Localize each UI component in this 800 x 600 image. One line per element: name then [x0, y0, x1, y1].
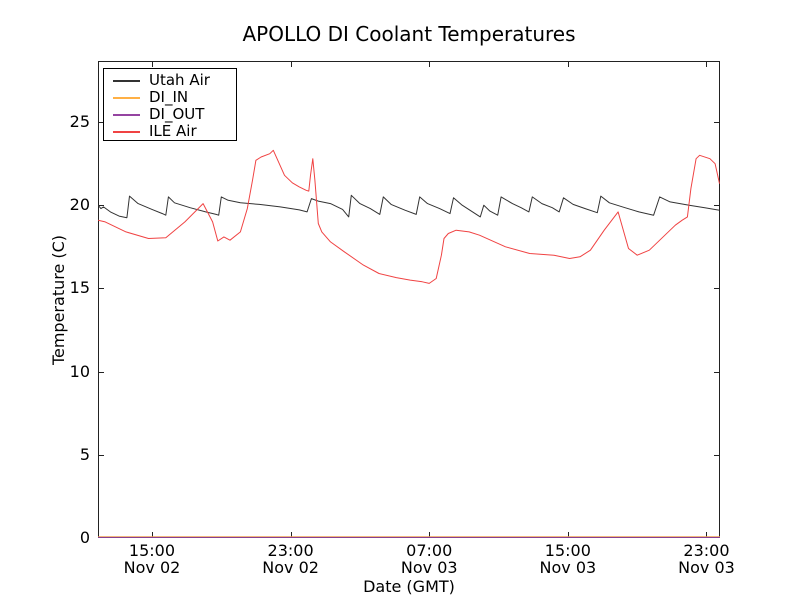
x-axis-label: Date (GMT) — [363, 577, 455, 596]
series-line-utah-air — [98, 194, 720, 219]
legend-item: DI_IN — [104, 89, 236, 106]
legend-item: Utah Air — [104, 72, 236, 89]
legend-label: DI_OUT — [149, 105, 205, 123]
x-tick-time: 15:00 — [128, 541, 176, 560]
x-tick-time: 15:00 — [544, 541, 591, 560]
x-tick-label: 15:00 Nov 03 — [520, 542, 616, 576]
legend-item: DI_OUT — [104, 106, 236, 123]
x-tick-time: 07:00 — [406, 541, 453, 560]
y-tick-label: 20 — [69, 195, 90, 215]
legend: Utah Air DI_IN DI_OUT ILE Air — [103, 68, 237, 141]
y-tick-label: 15 — [69, 278, 90, 298]
x-tick-label: 23:00 Nov 03 — [658, 542, 754, 576]
x-tick-date: Nov 03 — [539, 558, 597, 577]
y-tick-label: 25 — [69, 112, 90, 132]
x-tick-label: 23:00 Nov 02 — [243, 542, 339, 576]
chart-title: APOLLO DI Coolant Temperatures — [242, 22, 576, 46]
x-tick-date: Nov 02 — [262, 558, 319, 577]
legend-line-swatch — [113, 79, 140, 82]
y-tick-label: 10 — [69, 361, 90, 381]
series-line-ile-air — [98, 149, 720, 284]
x-tick-date: Nov 02 — [123, 558, 181, 577]
legend-label: DI_IN — [149, 88, 189, 106]
x-tick-date: Nov 03 — [400, 558, 458, 577]
plot-area — [98, 61, 720, 538]
legend-item: ILE Air — [104, 123, 236, 140]
x-tick-label: 07:00 Nov 03 — [381, 542, 477, 576]
legend-line-swatch — [113, 113, 140, 116]
x-tick-time: 23:00 — [267, 541, 314, 560]
legend-line-swatch — [113, 96, 140, 99]
legend-label: Utah Air — [149, 71, 210, 89]
legend-line-swatch — [113, 130, 140, 133]
y-tick-label: 0 — [79, 528, 90, 547]
legend-label: ILE Air — [149, 122, 197, 140]
y-tick-label: 5 — [79, 444, 90, 464]
x-tick-date: Nov 03 — [678, 558, 735, 577]
x-tick-time: 23:00 — [683, 541, 730, 560]
x-tick-label: 15:00 Nov 02 — [104, 542, 200, 576]
